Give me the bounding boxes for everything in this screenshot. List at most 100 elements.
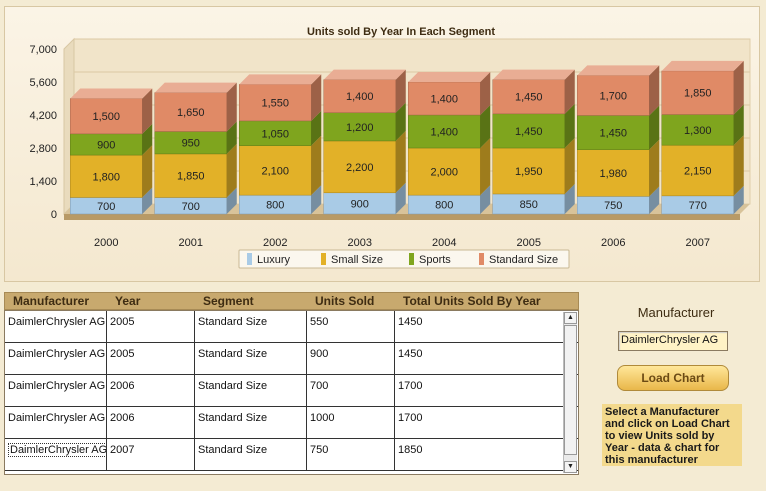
bar-top	[323, 69, 406, 80]
bar-side	[226, 121, 237, 154]
data-label: 1,550	[261, 98, 289, 110]
bar-segment	[323, 112, 396, 142]
cell-manufacturer[interactable]: DaimlerChrysler AG	[5, 311, 107, 342]
bar-side	[226, 82, 237, 132]
data-label: 700	[97, 201, 115, 213]
bar-segment	[492, 147, 565, 195]
data-label: 1,450	[515, 126, 543, 138]
data-label: 1,650	[177, 107, 205, 119]
legend-swatch	[321, 253, 326, 265]
bar-segment	[661, 144, 734, 197]
cell-units-sold[interactable]: 1000	[307, 407, 395, 438]
bar-side	[311, 185, 322, 214]
bar-side	[142, 187, 153, 214]
cell-segment[interactable]: Standard Size	[195, 375, 307, 406]
table-row[interactable]: DaimlerChrysler AG 2006 Standard Size 10…	[5, 407, 578, 439]
cell-year[interactable]: 2005	[107, 311, 195, 342]
table-row[interactable]: DaimlerChrysler AG 2006 Standard Size 70…	[5, 375, 578, 407]
legend-swatch	[247, 253, 252, 265]
cell-units-sold[interactable]: 900	[307, 343, 395, 374]
cell-total-units[interactable]: 1450	[398, 316, 423, 328]
manufacturer-label: Manufacturer	[637, 305, 715, 320]
column-header-total-units[interactable]: Total Units Sold By Year	[403, 294, 541, 308]
column-header-units-sold[interactable]: Units Sold	[315, 294, 375, 308]
scroll-down-icon[interactable]: ▼	[564, 461, 577, 473]
cell-year[interactable]: 2006	[107, 375, 195, 406]
cell-manufacturer[interactable]: DaimlerChrysler AG	[5, 407, 107, 438]
data-label: 1,450	[515, 92, 543, 104]
column-header-manufacturer[interactable]: Manufacturer	[13, 294, 90, 308]
legend-label: Small Size	[331, 254, 383, 266]
y-tick-label: 5,600	[29, 77, 57, 89]
cell-total-units[interactable]: 1700	[398, 412, 423, 424]
cell-segment[interactable]: Standard Size	[195, 439, 307, 470]
data-grid[interactable]: DaimlerChrysler AG 2005 Standard Size 55…	[4, 310, 579, 475]
scroll-thumb[interactable]	[564, 325, 577, 455]
data-label: 1,500	[92, 111, 120, 123]
cell-total-units[interactable]: 1450	[398, 348, 423, 360]
chart-title: Units sold By Year In Each Segment	[307, 26, 495, 38]
data-label: 1,800	[92, 171, 120, 183]
x-tick-label: 2005	[517, 237, 541, 249]
cell-segment[interactable]: Standard Size	[195, 407, 307, 438]
table-row[interactable]: DaimlerChrysler AG 2007 Standard Size 75…	[5, 439, 578, 471]
bar-side	[564, 183, 575, 214]
bar-side	[142, 145, 153, 198]
data-label: 1,450	[599, 128, 627, 140]
load-chart-button[interactable]: Load Chart	[617, 365, 729, 391]
cell-manufacturer[interactable]: DaimlerChrysler AG	[5, 343, 107, 374]
data-label: 1,950	[515, 166, 543, 178]
data-label: 1,980	[599, 168, 627, 180]
data-label: 800	[266, 200, 284, 212]
table-row[interactable]: DaimlerChrysler AG 2005 Standard Size 90…	[5, 343, 578, 375]
x-tick-label: 2002	[263, 237, 287, 249]
cell-total-units[interactable]: 1700	[398, 380, 423, 392]
x-tick-label: 2006	[601, 237, 625, 249]
bar-segment	[70, 98, 143, 135]
cell-segment[interactable]: Standard Size	[195, 343, 307, 374]
cell-year[interactable]: 2006	[107, 407, 195, 438]
table-row[interactable]: DaimlerChrysler AG 2005 Standard Size 55…	[5, 311, 578, 343]
legend-label: Sports	[419, 254, 451, 266]
bar-side	[480, 138, 491, 196]
bar-side	[733, 185, 744, 214]
scroll-up-icon[interactable]: ▲	[564, 312, 577, 324]
stacked-bar-chart: Units sold By Year In Each Segment 0 1,400…	[29, 26, 751, 269]
legend-swatch	[479, 253, 484, 265]
data-label: 900	[97, 139, 115, 151]
bar-top	[70, 88, 153, 99]
bar-segment	[408, 81, 481, 116]
bar-segment	[154, 153, 227, 198]
legend-label: Standard Size	[489, 254, 558, 266]
y-tick-label: 7,000	[29, 44, 57, 56]
cell-year[interactable]: 2007	[107, 439, 195, 470]
x-tick-label: 2000	[94, 237, 118, 249]
bar-side	[564, 103, 575, 148]
bar-segment	[239, 84, 312, 122]
cell-manufacturer[interactable]: DaimlerChrysler AG	[5, 375, 107, 406]
manufacturer-input[interactable]: DaimlerChrysler AG	[618, 331, 728, 351]
column-header-segment[interactable]: Segment	[203, 294, 254, 308]
column-header-year[interactable]: Year	[115, 294, 141, 308]
data-label: 1,300	[684, 125, 712, 137]
x-tick-label: 2003	[348, 237, 372, 249]
cell-year[interactable]: 2005	[107, 343, 195, 374]
cell-segment[interactable]: Standard Size	[195, 311, 307, 342]
data-label: 1,400	[346, 91, 374, 103]
cell-units-sold[interactable]: 550	[307, 311, 395, 342]
data-label: 1,050	[261, 128, 289, 140]
grid-scrollbar[interactable]: ▲ ▼	[563, 312, 577, 473]
data-label: 1,200	[346, 122, 374, 134]
bar-top	[239, 74, 322, 85]
cell-units-sold[interactable]: 750	[307, 439, 395, 470]
bar-side	[733, 104, 744, 146]
bar-side	[564, 69, 575, 114]
bar-segment	[239, 120, 312, 146]
cell-total-units[interactable]: 1850	[398, 444, 423, 456]
data-label: 1,850	[177, 171, 205, 183]
bar-side	[649, 65, 660, 116]
y-tick-label: 0	[51, 209, 57, 221]
data-label: 750	[604, 200, 622, 212]
cell-units-sold[interactable]: 700	[307, 375, 395, 406]
cell-manufacturer-selected[interactable]: DaimlerChrysler AG	[5, 439, 107, 470]
